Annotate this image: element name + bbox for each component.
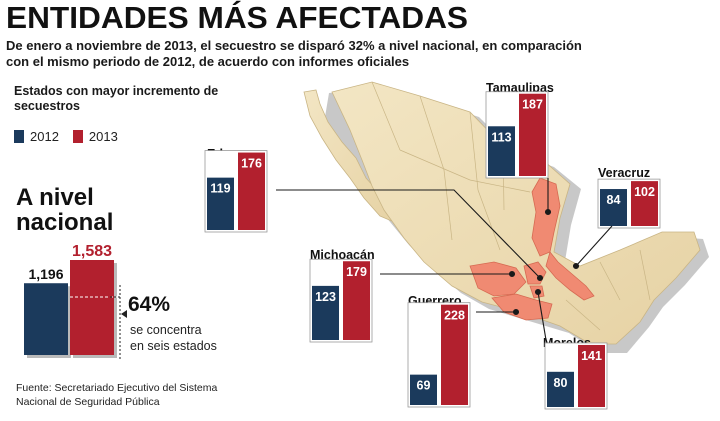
national-title-line1: A nivel (16, 184, 94, 211)
map-tamaulipas (531, 177, 561, 257)
state-bar-morelos-2012 (547, 371, 574, 407)
state-bar-tamaulipas-2013 (519, 93, 546, 176)
state-value-veracruz-2012: 84 (607, 193, 621, 207)
state-bar-morelos-2013 (578, 344, 605, 407)
leader-dot-veracruz (572, 262, 580, 270)
state-value-edomex-2012: 119 (210, 182, 230, 196)
percent-desc-line2: en seis estados (130, 339, 217, 353)
national-bar-2012 (24, 283, 68, 355)
state-bar-michoacan-2013 (343, 261, 370, 340)
state-bar-edomex-2012 (207, 177, 234, 230)
national-value-2012: 1,196 (28, 266, 63, 282)
state-value-tamaulipas-2012: 113 (491, 130, 511, 144)
legend-swatch-2012 (14, 130, 24, 143)
section-title: Estados con mayor incremento de secuestr… (14, 84, 219, 113)
state-value-guerrero-2013: 228 (444, 309, 465, 323)
state-chart-morelos: Morelos80141 (543, 336, 608, 410)
leader-lines (276, 178, 613, 341)
state-bar-edomex-2013 (238, 152, 265, 230)
percent-desc-line1: se concentra (130, 323, 202, 337)
state-value-edomex-2013: 176 (241, 157, 262, 171)
state-value-michoacan-2012: 123 (315, 290, 336, 304)
source-line2: Nacional de Seguridad Pública (16, 396, 160, 408)
state-label-veracruz: Veracruz (598, 166, 650, 180)
state-value-morelos-2012: 80 (554, 376, 568, 390)
state-bar-michoacan-2012 (312, 285, 339, 340)
leader-veracruz (575, 225, 613, 267)
state-value-guerrero-2012: 69 (417, 379, 431, 393)
state-value-michoacan-2013: 179 (346, 265, 367, 279)
map-veracruz (545, 251, 595, 301)
leader-dot-guerrero (512, 308, 520, 316)
percent-value: 64% (128, 293, 171, 316)
legend: 2012 2013 (14, 129, 118, 144)
map-guerrero (491, 293, 553, 321)
state-bar-guerrero-2012 (410, 374, 437, 405)
map-michoacan (469, 261, 527, 297)
state-chart-veracruz: Veracruz 84 102 (597, 166, 661, 229)
leader-edomex (276, 189, 541, 279)
percent-description: se concentra en seis estados (130, 322, 250, 354)
leader-dot-edomex (536, 274, 544, 282)
national-bar-2013 (70, 260, 114, 355)
percent-arrow-icon (121, 310, 127, 318)
state-bar-guerrero-2013 (441, 304, 468, 405)
page-subtitle: De enero a noviembre de 2013, el secuest… (6, 38, 582, 69)
state-bar-veracruz-2013 (631, 181, 658, 226)
national-value-2013: 1,583 (72, 243, 112, 260)
leader-dot-morelos (534, 288, 542, 296)
source-line1: Fuente: Secretariado Ejecutivo del Siste… (16, 382, 218, 394)
state-value-veracruz-2013: 102 (634, 185, 655, 199)
state-value-tamaulipas-2013: 187 (522, 98, 543, 112)
state-label-michoacan: Michoacán (310, 248, 375, 262)
legend-label-2013: 2013 (88, 129, 118, 144)
state-value-morelos-2013: 141 (581, 349, 602, 363)
leader-dot-michoacan (508, 270, 516, 278)
national-title-line2: nacional (16, 209, 114, 236)
legend-swatch-2013 (72, 130, 83, 143)
state-chart-michoacan: Michoacán 123 179 (309, 248, 375, 343)
source-note: Fuente: Secretariado Ejecutivo del Siste… (16, 381, 256, 409)
state-bar-tamaulipas-2012 (488, 126, 515, 176)
page-title: ENTIDADES MÁS AFECTADAS (6, 0, 469, 35)
state-chart-edomex: Edomex119176 (204, 147, 268, 233)
leader-dot-tamaulipas (544, 208, 552, 216)
national-title: A nivel nacional (16, 185, 113, 235)
state-bar-veracruz-2012 (600, 189, 627, 226)
leader-morelos (537, 291, 547, 341)
legend-label-2012: 2012 (30, 129, 59, 144)
